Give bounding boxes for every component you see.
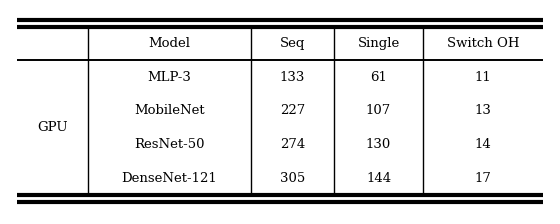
Text: 130: 130 bbox=[366, 138, 391, 151]
Text: ResNet-50: ResNet-50 bbox=[134, 138, 204, 151]
Text: Single: Single bbox=[357, 37, 400, 50]
Text: DenseNet-121: DenseNet-121 bbox=[122, 172, 217, 185]
Text: 17: 17 bbox=[475, 172, 492, 185]
Text: GPU: GPU bbox=[37, 121, 68, 134]
Text: Seq: Seq bbox=[279, 37, 305, 50]
Text: Switch OH: Switch OH bbox=[447, 37, 520, 50]
Text: 107: 107 bbox=[366, 104, 391, 117]
Text: MobileNet: MobileNet bbox=[134, 104, 204, 117]
Text: 227: 227 bbox=[279, 104, 305, 117]
Text: 274: 274 bbox=[279, 138, 305, 151]
Text: 11: 11 bbox=[475, 71, 492, 84]
Text: 61: 61 bbox=[370, 71, 387, 84]
Text: 305: 305 bbox=[279, 172, 305, 185]
Text: 133: 133 bbox=[279, 71, 305, 84]
Text: 14: 14 bbox=[475, 138, 492, 151]
Text: MLP-3: MLP-3 bbox=[147, 71, 191, 84]
Text: 13: 13 bbox=[475, 104, 492, 117]
Text: Model: Model bbox=[148, 37, 190, 50]
Text: 144: 144 bbox=[366, 172, 391, 185]
